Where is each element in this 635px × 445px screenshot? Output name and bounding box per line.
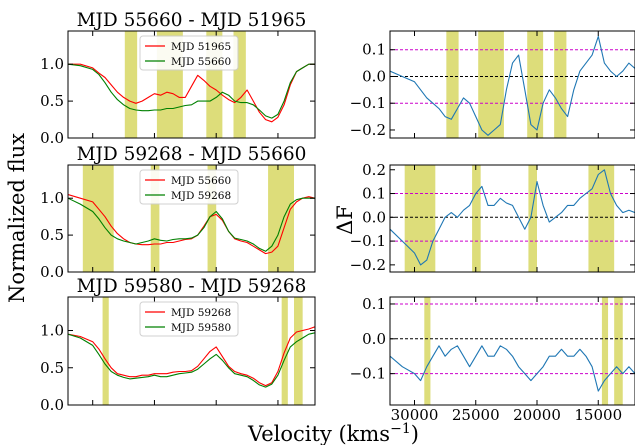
legend: MJD 59268 MJD 59580 [140,302,238,336]
highlight-band [446,31,458,138]
highlight-band [103,297,109,405]
x-tick-label: 15000 [574,406,622,424]
x-axis-label-end: ) [411,422,419,445]
y-tick-label: 0.1 [362,41,386,59]
panel-6: 30000 25000 20000 15000−0.10.00.1 [350,295,635,424]
legend-entry: MJD 51965 [171,41,231,53]
y-tick-label: −0.2 [350,256,386,274]
y-tick-label: 1.0 [40,189,64,207]
legend-entry: MJD 59268 [171,190,231,202]
plot-area [390,31,635,138]
series-line-blue [390,36,635,135]
highlight-band [294,297,303,405]
highlight-band [614,297,623,405]
y-tick-label: 0.0 [40,396,64,414]
x-tick-label: 25000 [452,406,500,424]
legend: MJD 51965 MJD 55660 [140,36,238,70]
highlight-band [472,165,481,272]
highlight-band [554,31,566,138]
panel-title: MJD 59580 - MJD 59268 [77,276,307,297]
y-tick-label: 0.5 [40,92,64,110]
x-axis-label-main: Velocity (kms [247,422,390,445]
series-line-green [68,64,315,118]
x-axis-label-superscript: −1 [390,421,411,437]
plot-area [390,165,635,272]
highlight-band [602,297,608,405]
y-tick-label: −0.1 [350,365,386,383]
highlight-band [588,165,614,272]
y-tick-label: 0.0 [40,263,64,281]
y-tick-label: 0.0 [362,330,386,348]
y-tick-label: 1.0 [40,55,64,73]
y-axis-label-right: ΔF [333,205,357,235]
y-tick-label: 0.5 [40,359,64,377]
y-tick-label: −0.2 [350,121,386,139]
highlight-band [424,297,430,405]
highlight-band [478,31,504,138]
legend-entry: MJD 59580 [171,322,231,334]
y-tick-label: 1.0 [40,322,64,340]
axes-frame [390,31,635,138]
plot-area [390,297,635,405]
highlight-band [125,31,137,138]
y-tick-label: 0.0 [362,67,386,85]
y-tick-label: 0.1 [362,295,386,313]
legend: MJD 55660 MJD 59268 [140,170,238,204]
legend-entry: MJD 55660 [171,56,231,68]
y-tick-label: 0.2 [362,161,386,179]
x-tick-label: 20000 [513,406,561,424]
y-tick-label: 0.0 [40,129,64,147]
panel-title: MJD 59268 - MJD 55660 [77,144,307,165]
legend-entry: MJD 59268 [171,307,231,319]
panel-4: −0.2 −0.1 0.0 0.1 [350,31,635,139]
panel-title: MJD 55660 - MJD 51965 [77,10,307,31]
panel-5: −0.2−0.10.00.10.2 [350,161,635,274]
highlight-band [405,165,436,272]
y-tick-label: 0.1 [362,185,386,203]
highlight-band [527,31,543,138]
y-tick-label: −0.1 [350,94,386,112]
y-axis-label-left: Normalized flux [5,133,29,303]
highlight-band [268,165,294,272]
y-tick-label: 0.0 [362,208,386,226]
y-tick-label: 0.5 [40,226,64,244]
legend-entry: MJD 55660 [171,175,231,187]
x-axis-label: Velocity (kms−1) [247,421,419,445]
